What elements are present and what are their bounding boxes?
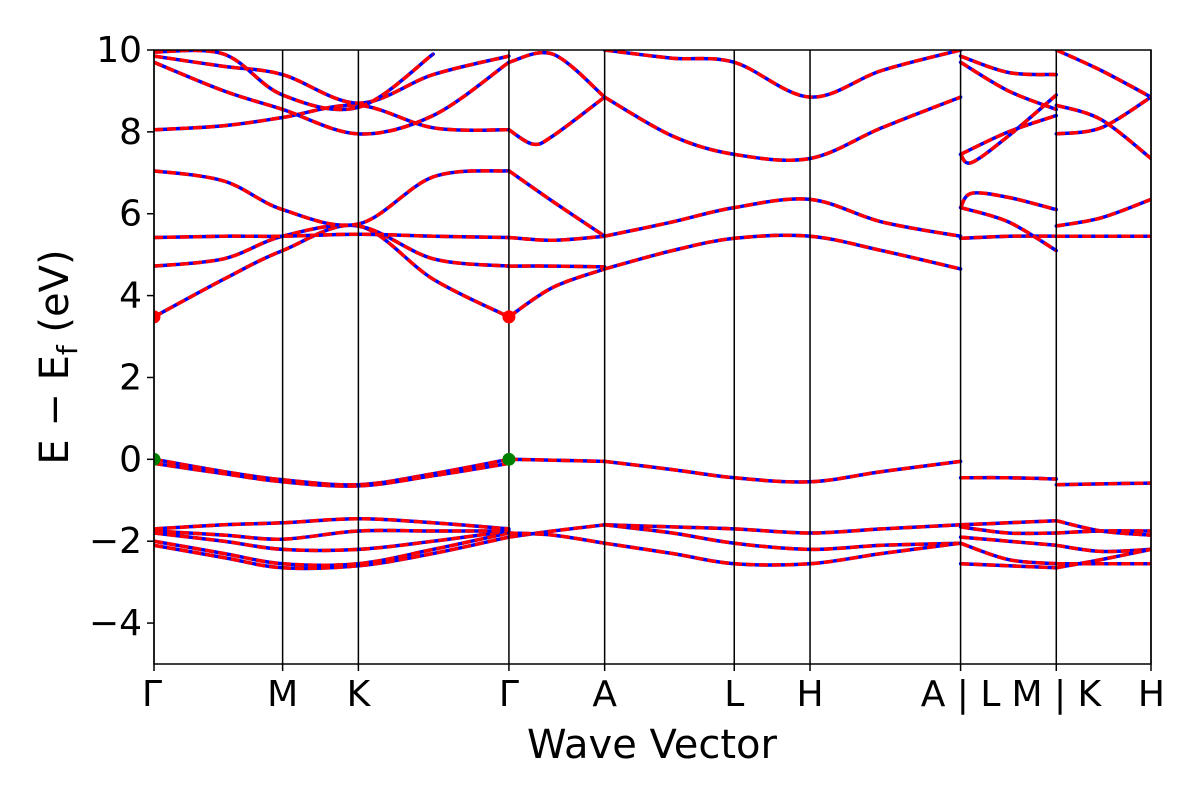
- y-tick-label: 10: [96, 30, 142, 71]
- x-tick-label: Γ: [142, 674, 162, 715]
- band-line-overlay: [960, 234, 1057, 241]
- band-line-overlay: [960, 561, 1057, 570]
- band-line-overlay: [508, 264, 605, 269]
- band-line-primary: [507, 95, 607, 147]
- y-axis-label-main: E − E: [32, 355, 78, 465]
- band-line-overlay: [508, 457, 605, 464]
- band-line-overlay: [508, 531, 605, 545]
- band-line-overlay: [1055, 547, 1151, 570]
- band-line-overlay: [1055, 103, 1151, 160]
- y-tick-label: −2: [89, 521, 142, 562]
- band-line-overlay: [604, 459, 961, 484]
- band-line-primary: [958, 205, 1059, 253]
- band-line-overlay: [507, 95, 606, 147]
- y-tick-label: −4: [89, 603, 142, 644]
- band-line-overlay: [507, 267, 606, 319]
- y-tick-label: 4: [119, 276, 142, 317]
- band-line-overlay: [154, 223, 510, 319]
- bands-layer: [154, 50, 1151, 571]
- band-line-overlay: [154, 461, 510, 488]
- band-line-overlay: [604, 233, 962, 271]
- cbm-marker: [502, 310, 516, 324]
- band-line-overlay: [1056, 529, 1151, 535]
- y-tick-label: 0: [119, 439, 142, 480]
- band-line-overlay: [154, 232, 509, 240]
- band-line-overlay: [1055, 50, 1151, 99]
- band-line-overlay: [508, 234, 605, 243]
- band-line-overlay: [960, 205, 1058, 253]
- band-line-primary: [154, 223, 511, 319]
- vbm-marker: [154, 452, 161, 466]
- x-tick-label: H: [796, 674, 823, 715]
- x-axis-label: Wave Vector: [527, 722, 778, 768]
- x-tick-label: H: [1138, 674, 1165, 715]
- band-line-overlay: [507, 169, 606, 238]
- vbm-marker: [502, 452, 516, 466]
- y-axis-label-unit: (eV): [32, 249, 78, 345]
- band-line-overlay: [154, 516, 510, 531]
- band-line-primary: [602, 95, 963, 162]
- band-line-overlay: [960, 535, 1057, 548]
- x-tick-label: L: [724, 674, 744, 715]
- y-tick-label: 6: [119, 194, 142, 235]
- band-line-primary: [958, 541, 1059, 566]
- x-tick-label: M: [267, 674, 298, 715]
- band-line-overlay: [960, 475, 1057, 481]
- band-line-overlay: [1055, 197, 1151, 228]
- band-line-primary: [602, 197, 963, 238]
- y-tick-label: 8: [119, 112, 142, 153]
- band-line-overlay: [154, 54, 510, 105]
- band-line-overlay: [960, 518, 1057, 527]
- band-edge-markers: [154, 310, 516, 466]
- band-line-overlay: [1056, 95, 1151, 136]
- band-line-overlay: [603, 95, 962, 162]
- band-line-overlay: [959, 191, 1057, 212]
- y-axis-ticks: −4 −2 0 2 4 6 8 10: [89, 30, 154, 644]
- band-line-primary: [602, 233, 963, 271]
- x-tick-label: Γ: [499, 674, 519, 715]
- band-line-overlay: [960, 525, 1057, 536]
- y-axis-label-subscript: f: [51, 344, 84, 355]
- band-line-primary: [602, 459, 963, 484]
- band-line-overlay: [154, 529, 510, 553]
- x-tick-label: A | L: [921, 674, 1001, 715]
- plot-frame: [153, 49, 1152, 665]
- band-line-overlay: [154, 223, 510, 268]
- band-line-overlay: [959, 60, 1057, 112]
- band-line-primary: [507, 267, 607, 319]
- y-tick-label: 2: [119, 357, 142, 398]
- band-line-overlay: [604, 541, 961, 567]
- band-line-overlay: [604, 523, 961, 552]
- band-line-overlay: [154, 60, 510, 136]
- band-line-primary: [958, 54, 1059, 77]
- band-line-overlay: [604, 523, 961, 535]
- x-tick-label: M | K: [1011, 674, 1102, 715]
- cbm-marker: [154, 310, 161, 324]
- band-line-overlay: [959, 93, 1058, 165]
- band-line-overlay: [604, 50, 962, 99]
- y-axis-label: E − Ef (eV): [32, 249, 84, 464]
- band-line-overlay: [154, 50, 435, 112]
- band-line-overlay: [154, 169, 510, 227]
- x-tick-label: A: [592, 674, 617, 715]
- band-line-overlay: [604, 197, 961, 238]
- band-line-overlay: [154, 531, 510, 567]
- band-line-overlay: [508, 50, 606, 99]
- band-line-overlay: [154, 535, 510, 571]
- band-line-overlay: [1056, 481, 1151, 487]
- band-line-overlay: [508, 523, 605, 539]
- band-line-primary: [958, 191, 1059, 212]
- band-line-primary: [507, 50, 607, 99]
- band-line-overlay: [154, 528, 509, 541]
- x-tick-label: K: [347, 674, 372, 715]
- band-line-overlay: [959, 113, 1057, 156]
